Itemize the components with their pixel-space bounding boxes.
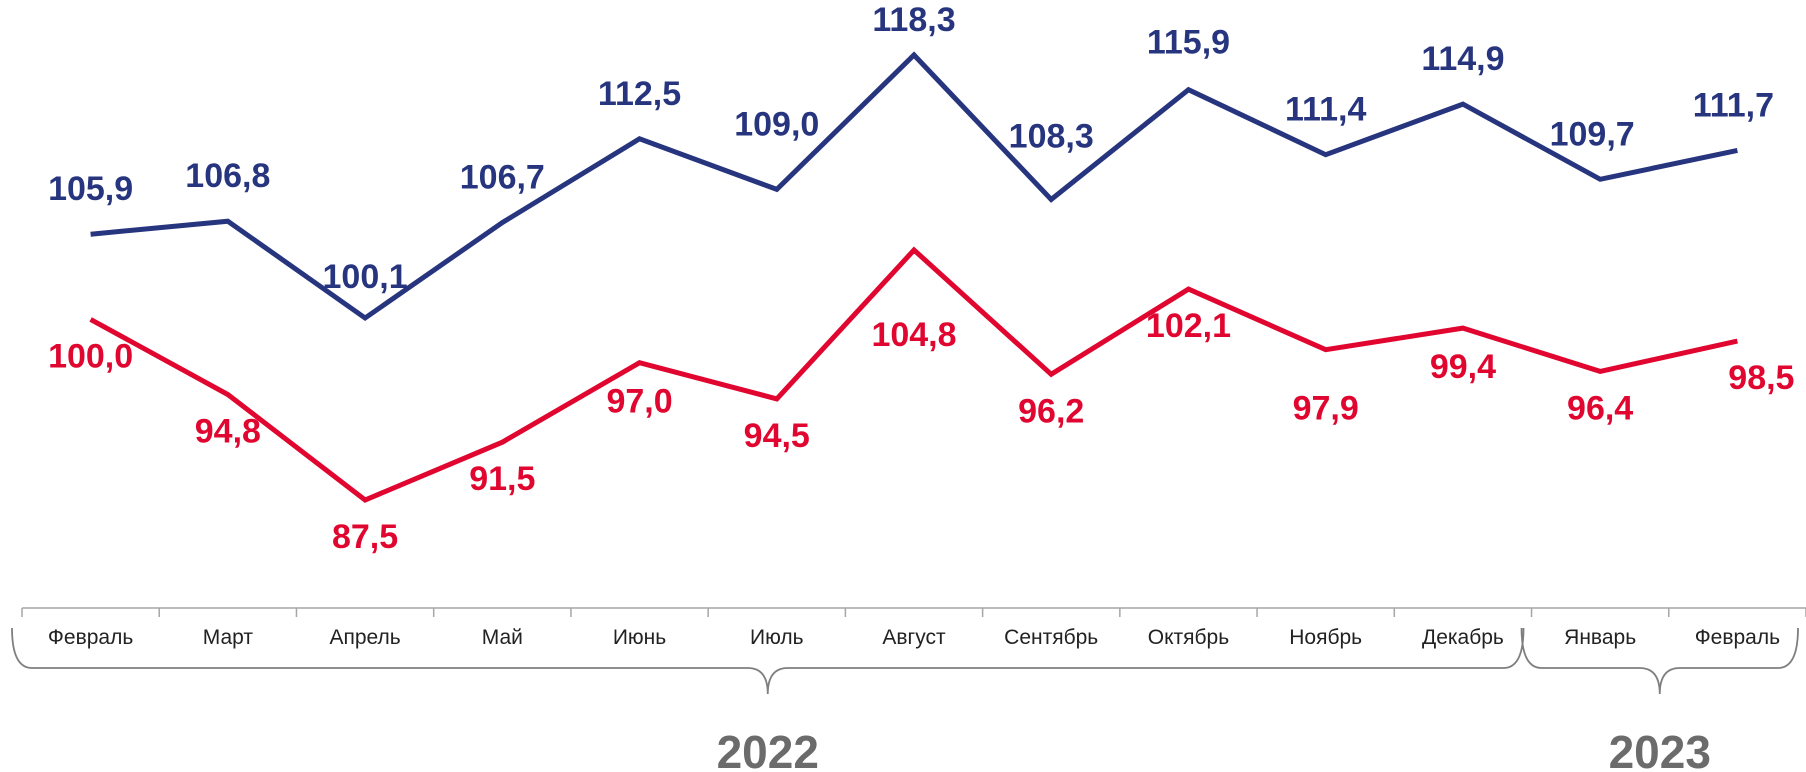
data-label-top: 100,1 [323, 258, 408, 296]
data-label-bottom: 100,0 [48, 337, 133, 375]
series-lines [89, 51, 1738, 503]
data-label-bottom: 104,8 [871, 316, 956, 354]
data-label-top: 106,8 [185, 157, 270, 195]
year-labels: 2022 2023 [717, 726, 1711, 772]
year-label: 2023 [1609, 726, 1711, 772]
data-labels: 105,9 106,8 100,1 106,7 112,5 109,0 118,3 108,3… [48, 1, 1794, 556]
month-label: Август [882, 626, 946, 649]
data-label-top: 114,9 [1421, 40, 1504, 78]
data-label-top: 106,7 [460, 159, 545, 197]
data-label-top: 111,4 [1285, 91, 1366, 129]
month-labels: Февраль Март Апрель Май Июнь Июль Август Сентяб… [48, 626, 1780, 649]
x-axis [21, 607, 1806, 617]
data-label-top: 112,5 [598, 75, 681, 113]
data-label-bottom: 102,1 [1146, 307, 1231, 345]
data-label-bottom: 97,0 [606, 383, 672, 421]
data-label-top: 109,0 [734, 105, 819, 143]
month-label: Сентябрь [1004, 626, 1098, 649]
series-line-bottom [89, 246, 1738, 503]
data-label-top: 115,9 [1147, 24, 1230, 62]
month-label: Февраль [48, 626, 133, 649]
year-braces [11, 627, 1799, 695]
data-label-top: 109,7 [1550, 115, 1635, 153]
year-brace [11, 627, 1525, 695]
data-label-bottom: 94,8 [195, 413, 261, 451]
month-label: Январь [1564, 626, 1636, 649]
data-label-bottom: 97,9 [1293, 390, 1359, 428]
data-label-top: 108,3 [1009, 117, 1094, 155]
data-label-top: 118,3 [872, 1, 955, 39]
data-label-top: 111,7 [1693, 86, 1774, 124]
month-label: Май [482, 626, 523, 649]
month-label: Июль [750, 626, 804, 649]
month-label: Март [203, 626, 254, 649]
month-label: Июнь [613, 626, 666, 649]
data-label-bottom: 96,4 [1567, 389, 1633, 427]
data-label-bottom: 94,5 [744, 417, 810, 455]
data-label-bottom: 99,4 [1430, 348, 1496, 386]
month-label: Апрель [329, 626, 400, 649]
data-label-bottom: 87,5 [332, 518, 398, 556]
data-label-top: 105,9 [48, 170, 133, 208]
year-brace [1520, 627, 1799, 695]
month-label: Октябрь [1148, 626, 1229, 649]
month-label: Февраль [1695, 626, 1780, 649]
data-label-bottom: 98,5 [1728, 359, 1794, 397]
data-label-bottom: 96,2 [1018, 392, 1084, 430]
series-line-top [90, 51, 1738, 322]
data-label-bottom: 91,5 [469, 460, 535, 498]
month-label: Декабрь [1422, 626, 1504, 649]
year-label: 2022 [717, 726, 819, 772]
month-label: Ноябрь [1289, 626, 1362, 649]
